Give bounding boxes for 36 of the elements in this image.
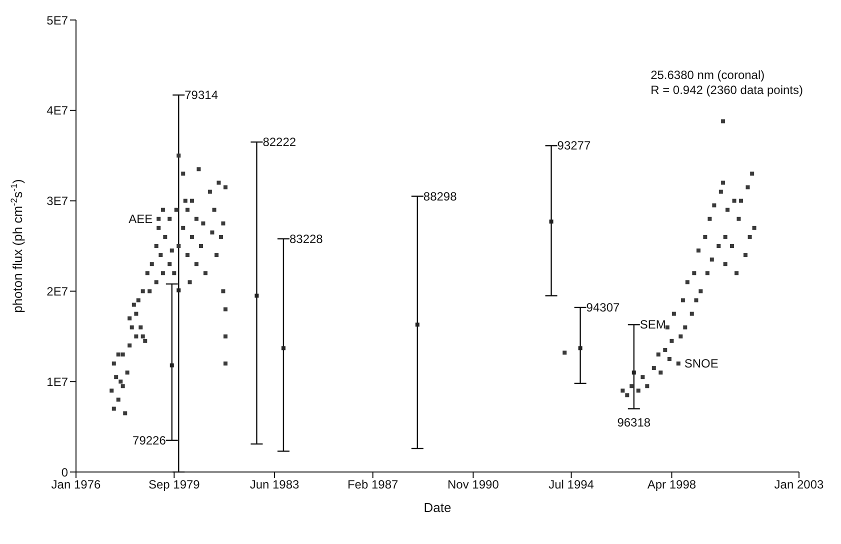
annotation: SNOE (684, 356, 718, 371)
x-tick-label: Jul 1994 (548, 478, 594, 492)
x-tick-label: Jun 1983 (250, 478, 300, 492)
annotation: AEE (128, 212, 153, 226)
y-tick-label: 3E7 (46, 194, 68, 208)
y-tick-label: 2E7 (46, 284, 68, 298)
annotation: 93277 (557, 138, 591, 153)
x-tick-label: Feb 1987 (347, 478, 399, 492)
point (254, 294, 259, 298)
x-tick-label: Jan 2003 (774, 478, 824, 492)
x-tick-label: Jan 1976 (51, 478, 102, 492)
annotation: 79226 (132, 433, 166, 448)
x-tick-label: Sep 1979 (148, 478, 200, 492)
x-tick-label: Apr 1998 (647, 478, 696, 492)
point (176, 288, 181, 292)
point (632, 370, 636, 375)
x-axis-title: Date (424, 500, 452, 515)
y-tick-label: 0 (61, 465, 68, 480)
point (578, 346, 582, 350)
annotation: 94307 (586, 300, 620, 314)
x-tick-label: Nov 1990 (448, 478, 500, 492)
point (549, 220, 554, 224)
annotation: SEM (640, 318, 666, 332)
y-tick-label: 4E7 (46, 104, 68, 118)
annotation: 82222 (262, 135, 296, 150)
annotation: 83228 (289, 232, 324, 246)
annotation: 96318 (617, 416, 651, 430)
annotation: 79314 (184, 88, 218, 102)
annotation: 88298 (423, 189, 458, 204)
y-tick-label: 1E7 (46, 374, 68, 389)
annotation: 25.6380 nm (coronal) (650, 68, 766, 83)
point (415, 322, 420, 327)
point (281, 346, 286, 350)
point (170, 363, 174, 368)
annotation: R = 0.942 (2360 data points) (650, 83, 803, 98)
y-tick-label: 5E7 (46, 13, 68, 28)
